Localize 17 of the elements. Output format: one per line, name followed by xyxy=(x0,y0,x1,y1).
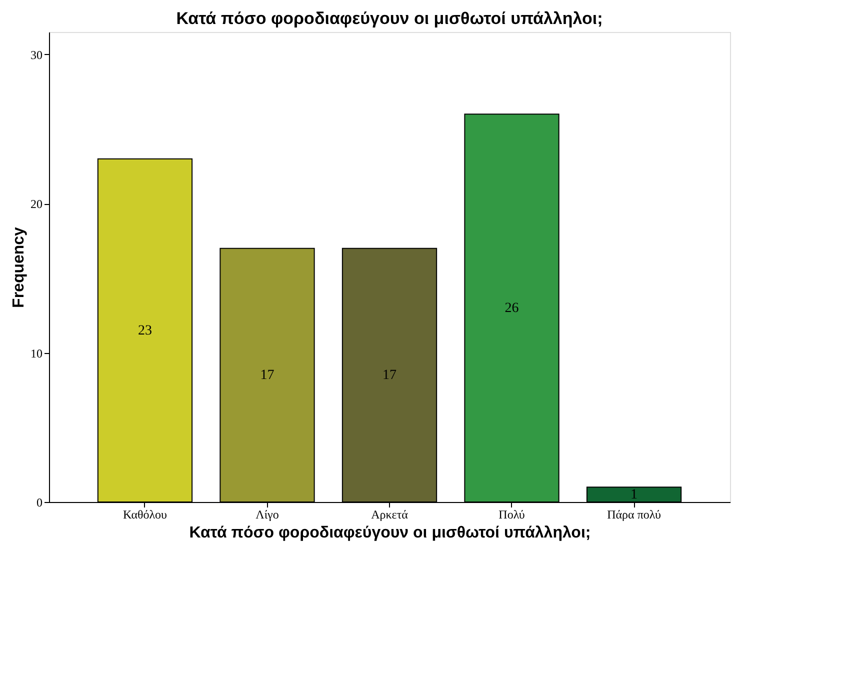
data-label: 23 xyxy=(138,323,152,338)
data-label: 1 xyxy=(630,488,638,503)
y-tick-label: 0 xyxy=(36,496,42,510)
x-tick-label: Πάρα πολύ xyxy=(607,508,661,522)
x-tick-label: Καθόλου xyxy=(122,508,168,522)
y-tick-label: 10 xyxy=(30,346,42,360)
x-tick-label: Πολύ xyxy=(498,508,525,522)
y-tick-label: 30 xyxy=(30,48,42,62)
x-tick-label: Λίγο xyxy=(256,508,279,522)
chart-title: Κατά πόσο φοροδιαφεύγουν οι μισθωτοί υπάλληλοι; xyxy=(176,9,603,28)
y-tick-label: 20 xyxy=(30,197,42,212)
data-label: 17 xyxy=(382,368,396,384)
data-label: 26 xyxy=(504,301,519,316)
x-tick-label: Αρκετά xyxy=(371,508,409,522)
y-axis-title: Frequency xyxy=(10,226,28,308)
x-axis-title: Κατά πόσο φοροδιαφεύγουν οι μισθωτοί υπάλληλοι; xyxy=(189,524,591,542)
data-label: 17 xyxy=(260,368,274,384)
